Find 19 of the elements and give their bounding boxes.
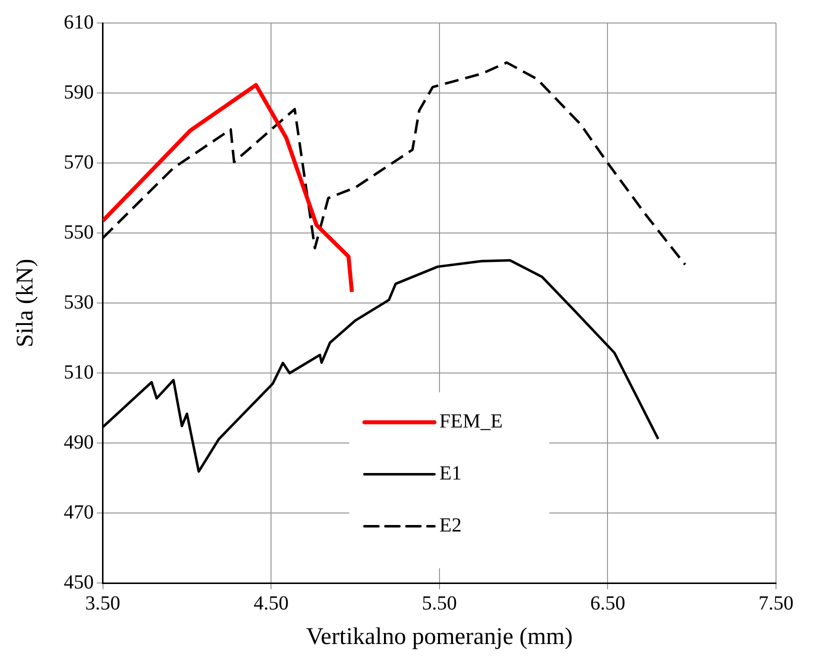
y-tick-label: 530 xyxy=(64,291,94,314)
y-tick-label: 470 xyxy=(64,501,94,524)
x-axis-title: Vertikalno pomeranje (mm) xyxy=(306,624,573,650)
x-tick-label: 3.50 xyxy=(85,592,120,614)
y-tick-label: 570 xyxy=(64,151,94,174)
y-tick-label: 490 xyxy=(64,431,94,454)
legend-label: E2 xyxy=(439,514,462,536)
x-tick-label: 7.50 xyxy=(758,592,794,614)
y-axis-title: Sila (kN) xyxy=(12,258,39,348)
legend-label: E1 xyxy=(439,462,462,484)
x-tick-label: 6.50 xyxy=(590,592,626,614)
legend-label: FEM_E xyxy=(439,410,503,432)
y-tick-label: 610 xyxy=(64,11,94,34)
y-tick-label: 450 xyxy=(64,571,94,594)
y-tick-label: 510 xyxy=(64,361,94,384)
x-tick-label: 4.50 xyxy=(254,592,289,614)
y-tick-label: 590 xyxy=(64,81,94,104)
x-tick-label: 5.50 xyxy=(422,592,457,614)
y-tick-label: 550 xyxy=(64,221,94,244)
